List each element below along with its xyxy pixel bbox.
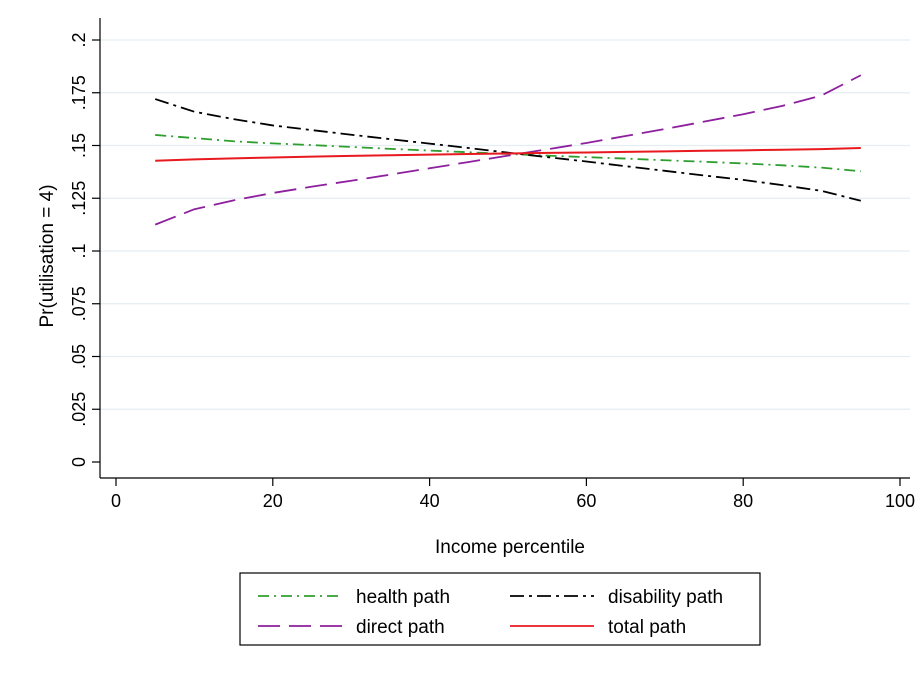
series-line-total-path	[155, 147, 861, 162]
legend-label-health-path: health path	[356, 587, 450, 608]
x-tick-label: 40	[420, 491, 440, 511]
axes	[99, 18, 910, 479]
y-tick-label: .2	[69, 32, 89, 47]
y-tick-label: .025	[69, 392, 89, 427]
x-tick-label: 60	[576, 491, 596, 511]
legend-label-direct-path: direct path	[356, 617, 445, 638]
x-tick-label: 100	[885, 491, 915, 511]
y-tick-label: .15	[69, 133, 89, 158]
series-line-direct-path	[154, 74, 862, 226]
x-tick-label: 80	[733, 491, 753, 511]
y-axis-ticks: 0 .025 .05 .075 .1 .125 .15 .175 .2	[69, 32, 100, 467]
y-axis-title: Pr(utilisation = 4)	[37, 184, 58, 327]
legend: health path disability path direct path tot…	[239, 572, 761, 646]
x-axis-title: Income percentile	[435, 537, 585, 558]
y-tick-label: .1	[69, 243, 89, 258]
legend-label-disability-path: disability path	[608, 587, 723, 608]
y-tick-label: .175	[69, 75, 89, 110]
legend-box	[239, 572, 761, 646]
x-tick-label: 20	[263, 491, 283, 511]
legend-label-total-path: total path	[608, 617, 686, 638]
y-tick-label: .075	[69, 286, 89, 321]
x-tick-label: 0	[111, 491, 121, 511]
y-tick-label: 0	[69, 457, 89, 467]
x-axis-ticks: 0 20 40 60 80 100	[111, 478, 915, 511]
y-tick-label: .125	[69, 181, 89, 216]
plot-series	[154, 74, 862, 226]
y-tick-label: .05	[69, 344, 89, 369]
gridlines	[100, 39, 910, 410]
